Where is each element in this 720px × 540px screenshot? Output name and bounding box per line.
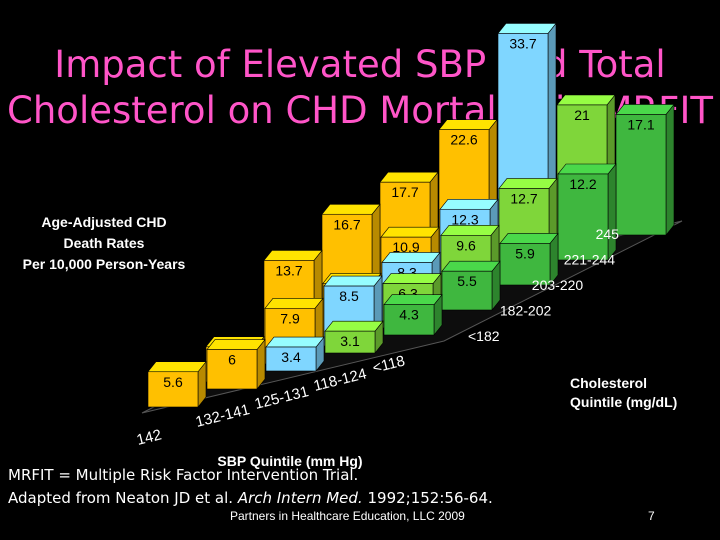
bar-182-202-118 (441, 260, 501, 311)
value-label-182-118: 4.3 (399, 307, 419, 323)
value-label-245-118: 17.1 (627, 116, 654, 132)
value-label-182-202-118: 5.5 (457, 273, 477, 289)
bar-182-132-141 (206, 338, 266, 390)
bar-182-118 (383, 293, 443, 336)
bar-top (441, 260, 501, 272)
z-tick-182-202: 182-202 (500, 303, 552, 319)
bar-top (263, 250, 323, 261)
value-label-203-220-142: 13.7 (275, 262, 302, 278)
value-label-221-244-118-124: 12.7 (510, 190, 537, 206)
bar-182-142 (147, 360, 207, 408)
bar-top (383, 294, 443, 305)
value-label-221-244-142: 16.7 (333, 216, 360, 232)
y-axis-label-line-1: Age-Adjusted CHD (41, 214, 167, 230)
bar-221-244-118 (557, 163, 617, 261)
z-tick-182: <182 (468, 328, 500, 344)
x-axis-title: SBP Quintile (mm Hg) (217, 453, 363, 469)
y-axis-label-line-2: Death Rates (63, 235, 145, 251)
bar-front (324, 330, 376, 354)
x-tick-142: 142 (135, 426, 163, 449)
bar-top (380, 226, 440, 238)
value-label-203-220-118-124: 9.6 (456, 237, 476, 253)
bar-top (321, 203, 381, 215)
bar-top (265, 336, 325, 348)
bar-front (557, 173, 609, 261)
value-label-203-220-118: 5.9 (515, 245, 535, 261)
bar-top (556, 94, 616, 106)
z-tick-203-220: 203-220 (532, 277, 584, 293)
y-axis-label: Age-Adjusted CHD Death Rates Per 10,000 … (4, 212, 204, 275)
abbreviation-note: MRFIT = Multiple Risk Factor Interventio… (8, 466, 359, 484)
title-line-1: Impact of Elevated SBP and Total (54, 43, 666, 86)
value-label-221-244-132-141: 10.9 (392, 239, 419, 255)
value-label-245-142: 17.7 (391, 184, 418, 200)
x-tick-125-131: 125-131 (253, 383, 311, 413)
z-axis-title: Cholesterol Quintile (mg/dL) (570, 374, 700, 412)
bar-top (382, 273, 442, 284)
z-tick-245: 245 (596, 226, 620, 242)
bar-top (147, 361, 207, 373)
z-axis-title-line-1: Cholesterol (570, 375, 648, 391)
bar-top (497, 23, 557, 34)
bar-top (324, 320, 384, 332)
bar-top (615, 104, 675, 115)
y-axis-label-line-3: Per 10,000 Person-Years (22, 256, 186, 272)
bar-203-220-118 (499, 232, 559, 286)
page-number: 7 (648, 509, 655, 523)
value-label-182-202-132-141: 7.9 (280, 310, 300, 326)
bar-top (381, 252, 441, 263)
value-label-245-132-141: 22.6 (450, 132, 477, 148)
value-label-221-244-125-131: 12.3 (451, 211, 478, 227)
bar-top (264, 298, 324, 309)
bar-182-125-131 (265, 336, 325, 372)
value-label-245-125-131: 33.7 (509, 35, 536, 51)
value-label-182-132-141: 6 (228, 352, 236, 368)
citation-suffix: 1992;152:56-64. (362, 489, 493, 507)
bar-top (379, 171, 439, 183)
bar-182-118-124 (324, 320, 384, 354)
bar-top (206, 339, 266, 350)
value-label-182-202-125-131: 8.5 (339, 288, 359, 304)
bar-front (441, 270, 493, 311)
z-axis-title-line-2: Quintile (mg/dL) (570, 394, 678, 410)
value-label-182-125-131: 3.4 (281, 349, 301, 365)
bar-top (438, 119, 498, 130)
bar-top (498, 178, 558, 189)
bar-side (665, 103, 675, 236)
bar-top (499, 233, 559, 244)
citation-prefix: Adapted from Neaton JD et al. (8, 489, 238, 507)
value-label-182-118-124: 3.1 (340, 333, 360, 349)
bar-top (439, 198, 499, 210)
value-label-245-118-124: 21 (574, 107, 590, 123)
bar-front (147, 371, 199, 408)
bar-245-118 (615, 103, 675, 236)
bar-top (440, 225, 500, 236)
bar-front (206, 349, 258, 390)
x-tick-132-141: 132-141 (194, 401, 252, 431)
bar-front (615, 114, 667, 236)
bar-side (607, 163, 617, 261)
value-label-221-244-118: 12.2 (569, 176, 596, 192)
citation-note: Adapted from Neaton JD et al. Arch Inter… (8, 489, 493, 507)
bar-front (499, 243, 551, 286)
bar-front (265, 346, 317, 372)
bar-top (323, 275, 383, 287)
z-tick-221-244: 221-244 (564, 252, 616, 268)
citation-journal: Arch Intern Med. (237, 489, 363, 507)
footer-credit: Partners in Healthcare Education, LLC 20… (230, 509, 465, 523)
value-label-182-142: 5.6 (163, 374, 183, 390)
bar-top (557, 163, 617, 175)
bar-front (383, 304, 435, 336)
